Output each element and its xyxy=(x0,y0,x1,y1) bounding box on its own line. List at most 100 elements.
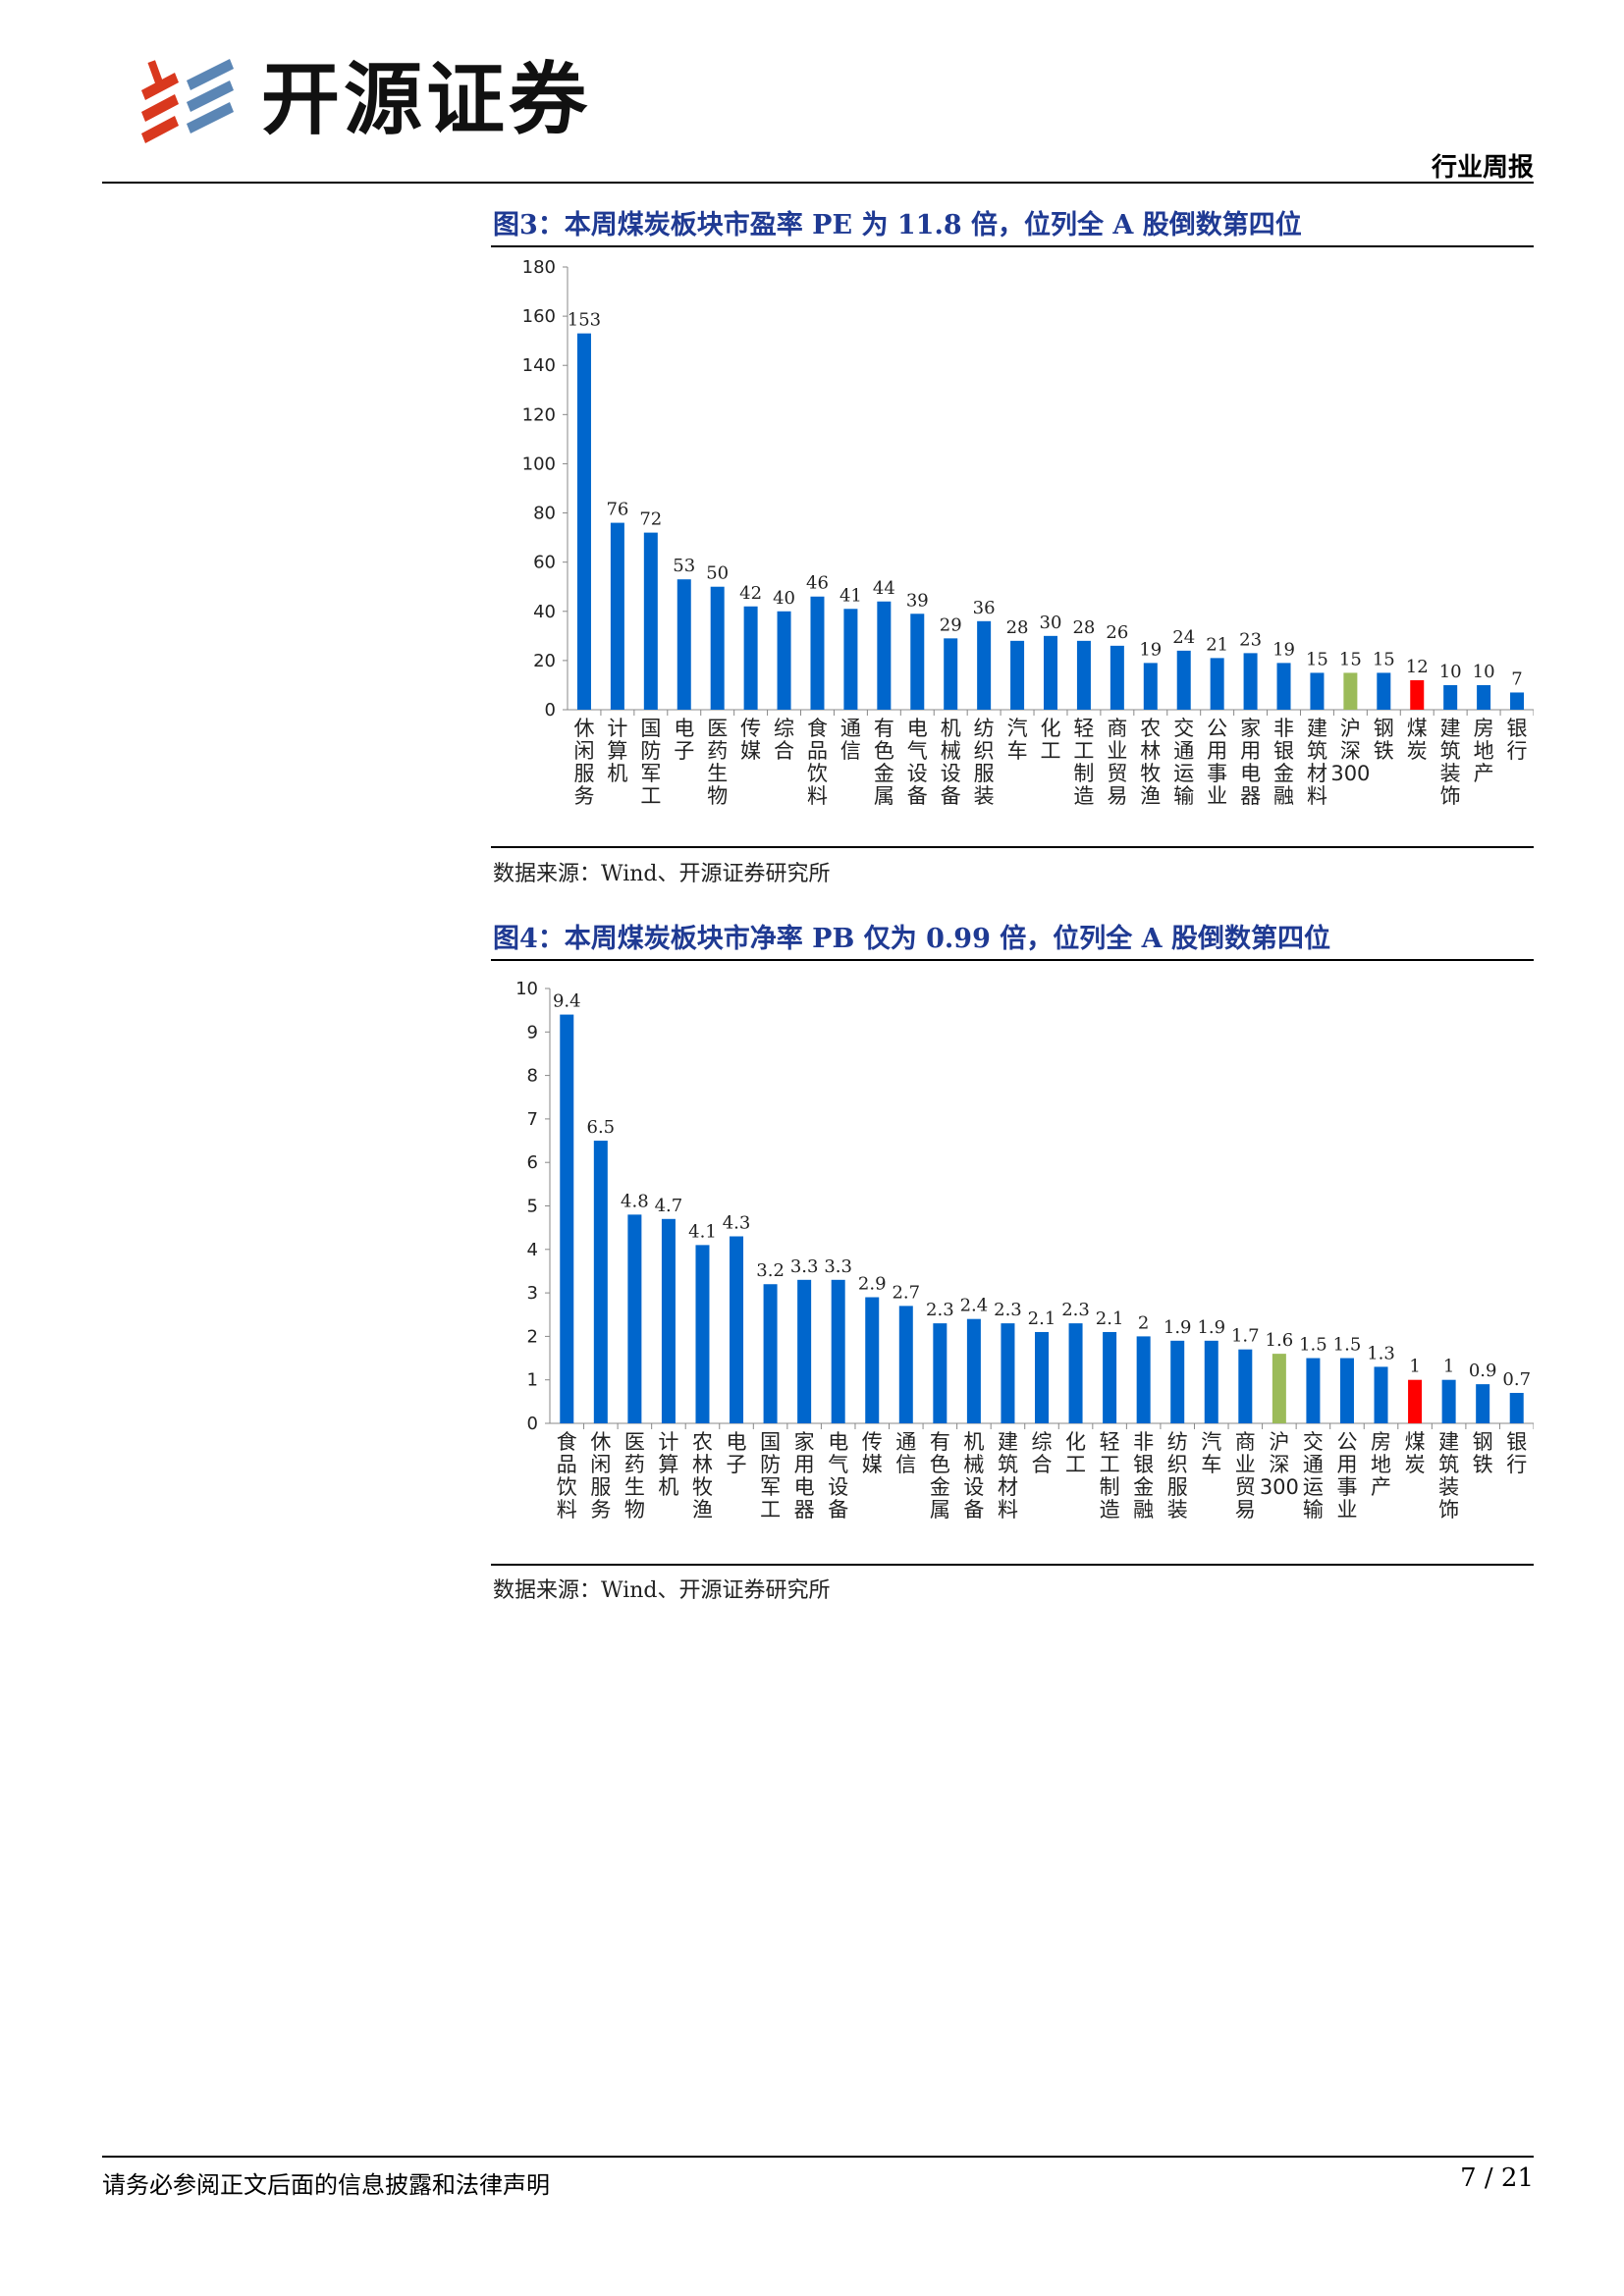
pe-bar-chart: 0 20 40 60 80 100 120 140 160 180 153 休闲服务 76 计算机 72 国防… xyxy=(491,251,1534,840)
category-label: 电子 xyxy=(674,717,694,763)
bar xyxy=(677,579,691,710)
category-label: 钢铁 xyxy=(1374,717,1394,763)
report-type: 行业周报 xyxy=(1431,153,1534,183)
bar-value-label: 1.9 xyxy=(1197,1317,1225,1338)
bar-value-label: 1.9 xyxy=(1164,1317,1192,1338)
y-tick-label: 80 xyxy=(533,504,556,524)
category-label: 计算机 xyxy=(607,717,627,785)
bar-value-label: 1.3 xyxy=(1367,1343,1395,1363)
category-label: 纺织服装 xyxy=(1167,1430,1188,1522)
bar xyxy=(1476,1384,1490,1423)
bar xyxy=(1243,653,1258,710)
category-label: 建筑材料 xyxy=(1307,717,1327,808)
category-label: 机械设备 xyxy=(963,1430,984,1522)
y-tick-label: 8 xyxy=(527,1066,538,1087)
category-label: 农林牧渔 xyxy=(1140,717,1161,808)
figure-3-bottom-rule xyxy=(491,846,1534,848)
category-label: 电气设备 xyxy=(828,1430,848,1522)
bar-value-label: 2.3 xyxy=(994,1300,1022,1320)
category-label: 建筑材料 xyxy=(998,1430,1018,1522)
bar xyxy=(898,1306,913,1423)
bar xyxy=(1170,1340,1185,1423)
bar xyxy=(643,532,658,710)
bar xyxy=(1238,1349,1253,1423)
figure-3-top-rule xyxy=(491,245,1534,247)
bar xyxy=(810,596,825,710)
bar xyxy=(763,1284,778,1423)
category-label: 计算机 xyxy=(658,1430,678,1499)
category-label: 电子 xyxy=(727,1430,747,1476)
bar xyxy=(1441,1379,1456,1423)
bar-value-label: 153 xyxy=(568,310,601,331)
category-label: 建筑装饰 xyxy=(1440,717,1461,808)
category-label: 医药生物 xyxy=(624,1430,645,1522)
bar-value-label: 1 xyxy=(1443,1357,1454,1377)
y-tick-label: 100 xyxy=(522,454,556,474)
category-label: 化工 xyxy=(1041,717,1061,763)
bar-value-label: 10 xyxy=(1439,662,1462,682)
bar-value-label: 50 xyxy=(706,563,729,584)
logo-mark-icon xyxy=(141,59,234,143)
category-label: 轻工制造 xyxy=(1073,717,1094,808)
header-divider xyxy=(102,182,1534,184)
y-tick-label: 9 xyxy=(527,1022,538,1042)
bar xyxy=(797,1279,812,1423)
category-label: 传媒 xyxy=(740,717,761,763)
bar xyxy=(743,606,758,710)
category-label: 银行 xyxy=(1507,717,1528,763)
bar xyxy=(1374,1366,1388,1423)
footer-disclaimer: 请务必参阅正文后面的信息披露和法律声明 xyxy=(102,2171,550,2199)
bar xyxy=(877,601,892,710)
bar xyxy=(1176,650,1191,710)
y-tick-label: 40 xyxy=(533,602,556,622)
category-label: 公用事业 xyxy=(1207,717,1227,808)
category-label: 沪深 300 xyxy=(1330,717,1370,785)
y-tick-label: 0 xyxy=(545,700,556,721)
bar xyxy=(1010,640,1025,710)
bar-value-label: 7 xyxy=(1511,668,1522,689)
bar xyxy=(661,1218,676,1423)
bar-value-label: 0.7 xyxy=(1502,1369,1531,1390)
bar-value-label: 4.1 xyxy=(688,1221,717,1242)
y-tick-label: 20 xyxy=(533,651,556,671)
page-number: 7 / 21 xyxy=(1460,2163,1534,2193)
brand-name: 开源证券 xyxy=(261,54,591,145)
category-label: 煤炭 xyxy=(1405,1430,1426,1476)
bar-value-label: 19 xyxy=(1272,639,1295,660)
y-tick-label: 10 xyxy=(515,979,538,999)
category-label: 医药生物 xyxy=(707,717,728,808)
bar-value-label: 4.7 xyxy=(655,1196,683,1216)
bar-value-label: 4.8 xyxy=(621,1191,649,1211)
category-label: 房地产 xyxy=(1474,717,1494,785)
category-label: 商业贸易 xyxy=(1107,717,1127,808)
bar xyxy=(865,1297,880,1423)
y-tick-label: 6 xyxy=(527,1152,538,1173)
bar-value-label: 30 xyxy=(1040,613,1062,633)
bar-value-label: 1.7 xyxy=(1231,1326,1260,1347)
bar-value-label: 1 xyxy=(1409,1357,1420,1377)
bar xyxy=(1510,692,1525,710)
bar xyxy=(966,1318,981,1423)
company-logo: 开源证券 xyxy=(135,51,685,149)
bar-value-label: 3.2 xyxy=(756,1260,785,1281)
bar-value-label: 72 xyxy=(639,509,662,530)
bar-value-label: 42 xyxy=(739,583,762,604)
category-label: 食品饮料 xyxy=(557,1430,577,1522)
bar xyxy=(1210,658,1224,710)
bar-value-label: 6.5 xyxy=(587,1117,616,1138)
category-label: 家用电器 xyxy=(1240,717,1261,808)
bar-value-label: 24 xyxy=(1172,627,1195,648)
bar xyxy=(1103,1331,1117,1423)
category-label: 公用事业 xyxy=(1336,1430,1357,1522)
bar-value-label: 36 xyxy=(973,598,996,618)
category-label: 非银金融 xyxy=(1273,717,1294,808)
category-label: 农林牧渔 xyxy=(692,1430,713,1522)
y-tick-label: 0 xyxy=(527,1414,538,1434)
category-label: 汽车 xyxy=(1201,1430,1221,1476)
figure-4-source: 数据来源：Wind、开源证券研究所 xyxy=(493,1578,831,1603)
bar-value-label: 2.7 xyxy=(892,1282,920,1303)
category-label: 休闲服务 xyxy=(573,717,594,808)
category-label: 国防军工 xyxy=(760,1430,781,1522)
bar xyxy=(1136,1336,1151,1423)
bar-value-label: 26 xyxy=(1106,622,1128,643)
